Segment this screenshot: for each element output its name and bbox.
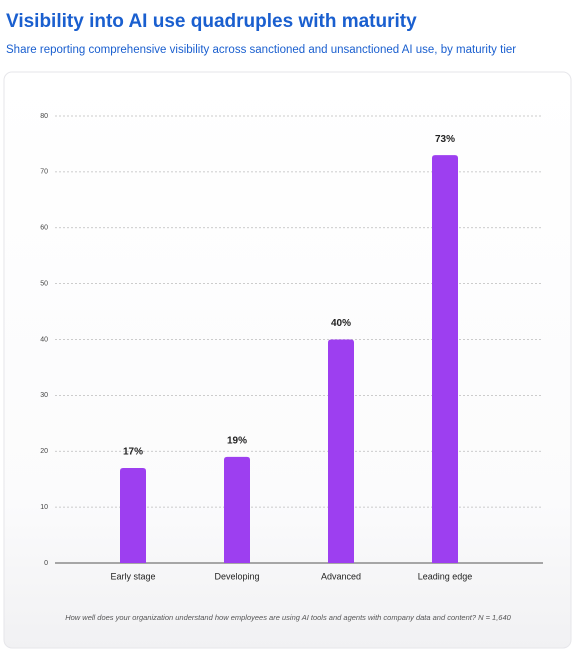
bar (432, 155, 458, 564)
chart-panel (3, 71, 572, 649)
y-tick-label: 80 (40, 113, 48, 120)
x-tick-label: Advanced (321, 571, 361, 581)
chart-subtitle: Share reporting comprehensive visibility… (6, 44, 516, 56)
bar (224, 456, 250, 563)
y-tick-label: 50 (40, 280, 48, 287)
value-label: 19% (227, 435, 247, 446)
value-label: 40% (331, 318, 351, 329)
footnote: How well does your organization understa… (65, 613, 511, 622)
bar (328, 339, 354, 563)
value-label: 73% (435, 134, 455, 145)
bar (120, 468, 146, 563)
y-tick-label: 10 (40, 504, 48, 511)
y-tick-label: 0 (44, 560, 48, 567)
y-tick-label: 20 (40, 448, 48, 455)
value-label: 17% (123, 447, 143, 458)
y-tick-label: 30 (40, 392, 48, 399)
y-tick-label: 60 (40, 225, 48, 232)
y-tick-label: 70 (40, 169, 48, 176)
y-tick-label: 40 (40, 336, 48, 343)
x-tick-label: Early stage (110, 571, 155, 581)
x-tick-label: Developing (214, 571, 259, 581)
chart-title: Visibility into AI use quadruples with m… (6, 11, 417, 32)
x-tick-label: Leading edge (418, 571, 473, 581)
